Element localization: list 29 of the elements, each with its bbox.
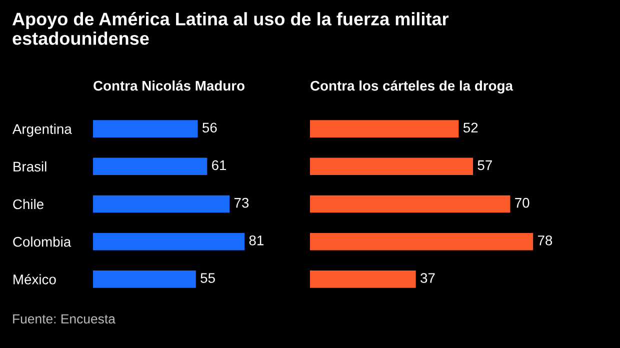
y-tick-label: México bbox=[14, 274, 56, 284]
y-tick-label: Argentina bbox=[12, 124, 72, 137]
data-label: 56 bbox=[202, 122, 217, 133]
bar bbox=[93, 120, 198, 138]
bar bbox=[93, 270, 196, 288]
bar bbox=[310, 232, 534, 250]
bar bbox=[93, 232, 245, 250]
data-label: 78 bbox=[538, 235, 552, 246]
bar bbox=[93, 158, 208, 176]
data-label: 70 bbox=[515, 198, 530, 208]
y-tick-label: Brasil bbox=[14, 161, 46, 172]
chart-subtitle: Contra Nicolás Maduro bbox=[94, 80, 244, 91]
y-tick-label: Colombia bbox=[13, 236, 72, 247]
data-label: 37 bbox=[420, 273, 435, 283]
data-label: 81 bbox=[249, 235, 264, 246]
data-label: 52 bbox=[463, 122, 478, 133]
data-label: 61 bbox=[212, 160, 226, 170]
data-label: 57 bbox=[478, 160, 492, 170]
data-label: 55 bbox=[200, 273, 215, 283]
source-note: Fuente: Encuesta bbox=[13, 314, 116, 324]
y-tick-label: Chile bbox=[13, 198, 44, 210]
bar bbox=[310, 158, 474, 176]
data-label: 73 bbox=[234, 198, 249, 208]
bar bbox=[310, 270, 416, 288]
bar bbox=[310, 195, 510, 213]
bar bbox=[310, 120, 459, 138]
chart-subtitle: Contra los cárteles de la droga bbox=[310, 80, 514, 94]
bar bbox=[93, 195, 230, 213]
chart-title: Apoyo de América Latina al uso de la fuerza militar estadounidense bbox=[12, 12, 449, 45]
